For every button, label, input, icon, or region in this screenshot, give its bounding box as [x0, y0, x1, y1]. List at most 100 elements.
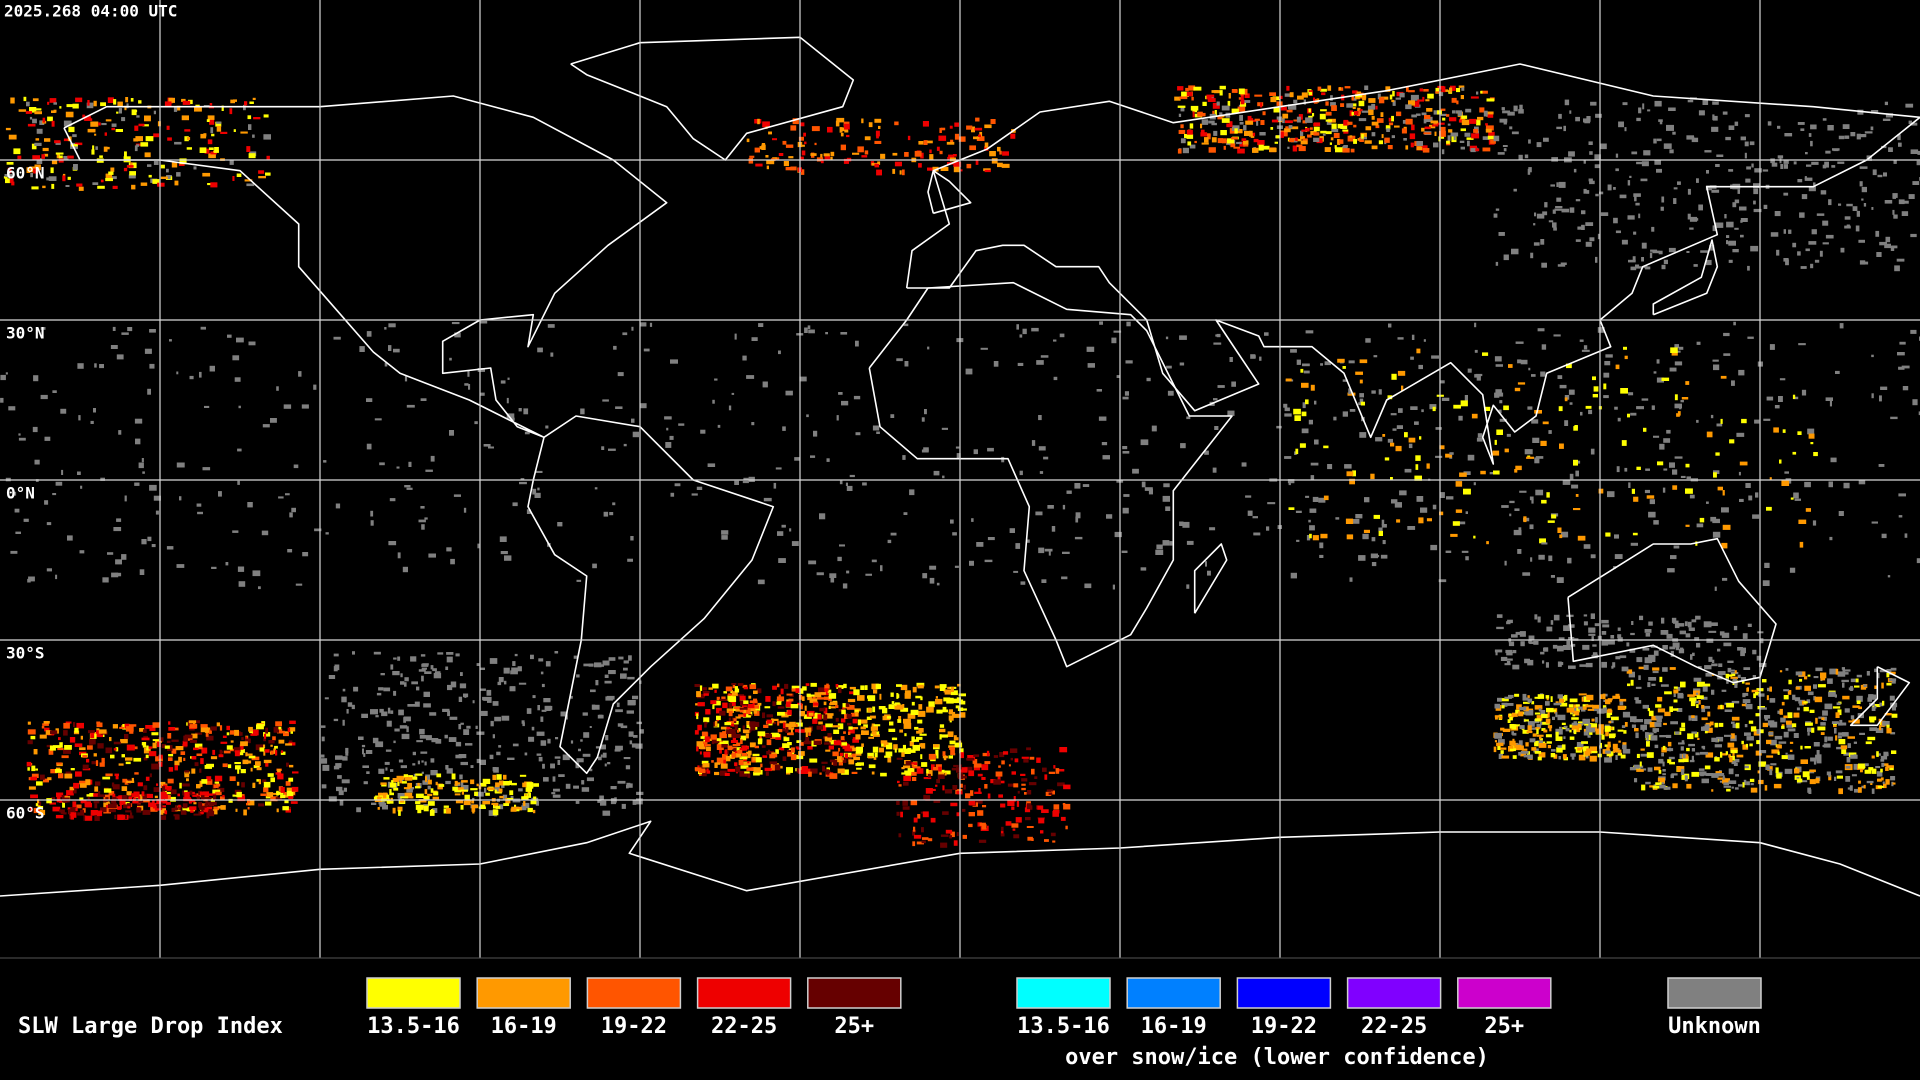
cloud-pixel	[4, 174, 13, 177]
cloud-pixel	[771, 765, 775, 771]
cloud-pixel	[1313, 122, 1321, 127]
cloud-pixel	[1800, 266, 1807, 269]
cloud-pixel	[243, 104, 246, 111]
cloud-pixel	[1502, 145, 1508, 147]
cloud-pixel	[134, 125, 139, 131]
cloud-pixel	[1213, 342, 1222, 345]
cloud-pixel	[1290, 572, 1297, 579]
cloud-pixel	[929, 154, 934, 160]
cloud-pixel	[408, 775, 413, 779]
cloud-pixel	[212, 794, 217, 800]
cloud-pixel	[575, 800, 580, 804]
cloud-pixel	[1601, 661, 1607, 668]
cloud-pixel	[153, 495, 161, 501]
cloud-pixel	[875, 683, 881, 690]
cloud-pixel	[1746, 781, 1750, 786]
cloud-pixel	[203, 806, 208, 813]
cloud-pixel	[1861, 198, 1864, 201]
cloud-pixel	[745, 733, 749, 739]
cloud-pixel	[785, 144, 794, 148]
cloud-pixel	[1875, 766, 1881, 769]
cloud-pixel	[1014, 758, 1019, 763]
cloud-pixel	[1800, 745, 1803, 750]
cloud-pixel	[1783, 731, 1789, 738]
cloud-pixel	[698, 746, 706, 749]
cloud-pixel	[485, 792, 490, 796]
cloud-pixel	[1465, 556, 1469, 561]
cloud-pixel	[712, 739, 720, 744]
cloud-pixel	[1807, 691, 1814, 696]
cloud-pixel	[60, 408, 67, 414]
cloud-pixel	[1663, 143, 1672, 149]
cloud-pixel	[1184, 134, 1191, 138]
cloud-pixel	[240, 769, 246, 774]
cloud-pixel	[1563, 736, 1566, 740]
cloud-pixel	[1396, 111, 1402, 117]
cloud-pixel	[1516, 745, 1524, 751]
cloud-pixel	[1044, 774, 1048, 780]
cloud-pixel	[1026, 747, 1031, 751]
cloud-pixel	[1660, 206, 1664, 211]
cloud-pixel	[812, 718, 818, 724]
cloud-pixel	[295, 583, 303, 586]
cloud-pixel	[721, 530, 729, 535]
cloud-pixel	[1671, 352, 1678, 356]
cloud-pixel	[154, 795, 158, 799]
cloud-pixel	[798, 688, 804, 694]
cloud-pixel	[1910, 233, 1917, 238]
cloud-pixel	[1776, 744, 1782, 749]
cloud-pixel	[421, 667, 427, 670]
cloud-pixel	[791, 747, 795, 753]
cloud-pixel	[1622, 748, 1631, 754]
cloud-pixel	[452, 786, 458, 791]
cloud-pixel	[214, 147, 219, 153]
cloud-pixel	[280, 794, 286, 799]
cloud-pixel	[43, 778, 49, 783]
cloud-pixel	[959, 712, 966, 718]
cloud-pixel	[1653, 520, 1659, 525]
cloud-pixel	[1617, 627, 1621, 631]
cloud-pixel	[1470, 148, 1476, 153]
cloud-pixel	[1731, 673, 1736, 677]
cloud-pixel	[640, 403, 647, 409]
cloud-pixel	[328, 675, 336, 679]
cloud-pixel	[335, 503, 341, 509]
cloud-pixel	[1705, 672, 1712, 677]
cloud-pixel	[747, 772, 751, 778]
cloud-pixel	[1820, 722, 1826, 726]
cloud-pixel	[830, 151, 835, 157]
cloud-pixel	[276, 386, 279, 391]
cloud-pixel	[206, 735, 214, 741]
cloud-pixel	[847, 698, 856, 703]
cloud-pixel	[63, 156, 69, 160]
cloud-pixel	[1507, 111, 1515, 116]
cloud-pixel	[168, 721, 171, 725]
cloud-pixel	[949, 747, 955, 750]
cloud-pixel	[74, 727, 79, 733]
cloud-pixel	[795, 688, 801, 694]
cloud-pixel	[1730, 733, 1735, 739]
cloud-pixel	[1435, 455, 1443, 458]
cloud-pixel	[1682, 753, 1686, 759]
cloud-pixel	[631, 418, 635, 423]
cloud-pixel	[1036, 757, 1041, 763]
cloud-pixel	[129, 171, 136, 176]
cloud-pixel	[190, 799, 196, 803]
cloud-pixel	[1755, 713, 1761, 717]
cloud-pixel	[1865, 741, 1872, 745]
cloud-pixel	[752, 753, 760, 757]
cloud-pixel	[602, 399, 609, 402]
cloud-pixel	[696, 486, 703, 490]
cloud-pixel	[1512, 650, 1517, 654]
cloud-pixel	[1547, 745, 1551, 749]
cloud-pixel	[1358, 100, 1365, 107]
cloud-pixel	[1046, 789, 1053, 792]
cloud-pixel	[1676, 708, 1683, 712]
cloud-pixel	[174, 141, 182, 145]
cloud-pixel	[1694, 732, 1699, 738]
cloud-pixel	[1793, 733, 1799, 738]
cloud-pixel	[736, 729, 740, 733]
cloud-pixel	[899, 729, 903, 733]
cloud-pixel	[1449, 117, 1457, 122]
cloud-pixel	[1501, 755, 1510, 759]
